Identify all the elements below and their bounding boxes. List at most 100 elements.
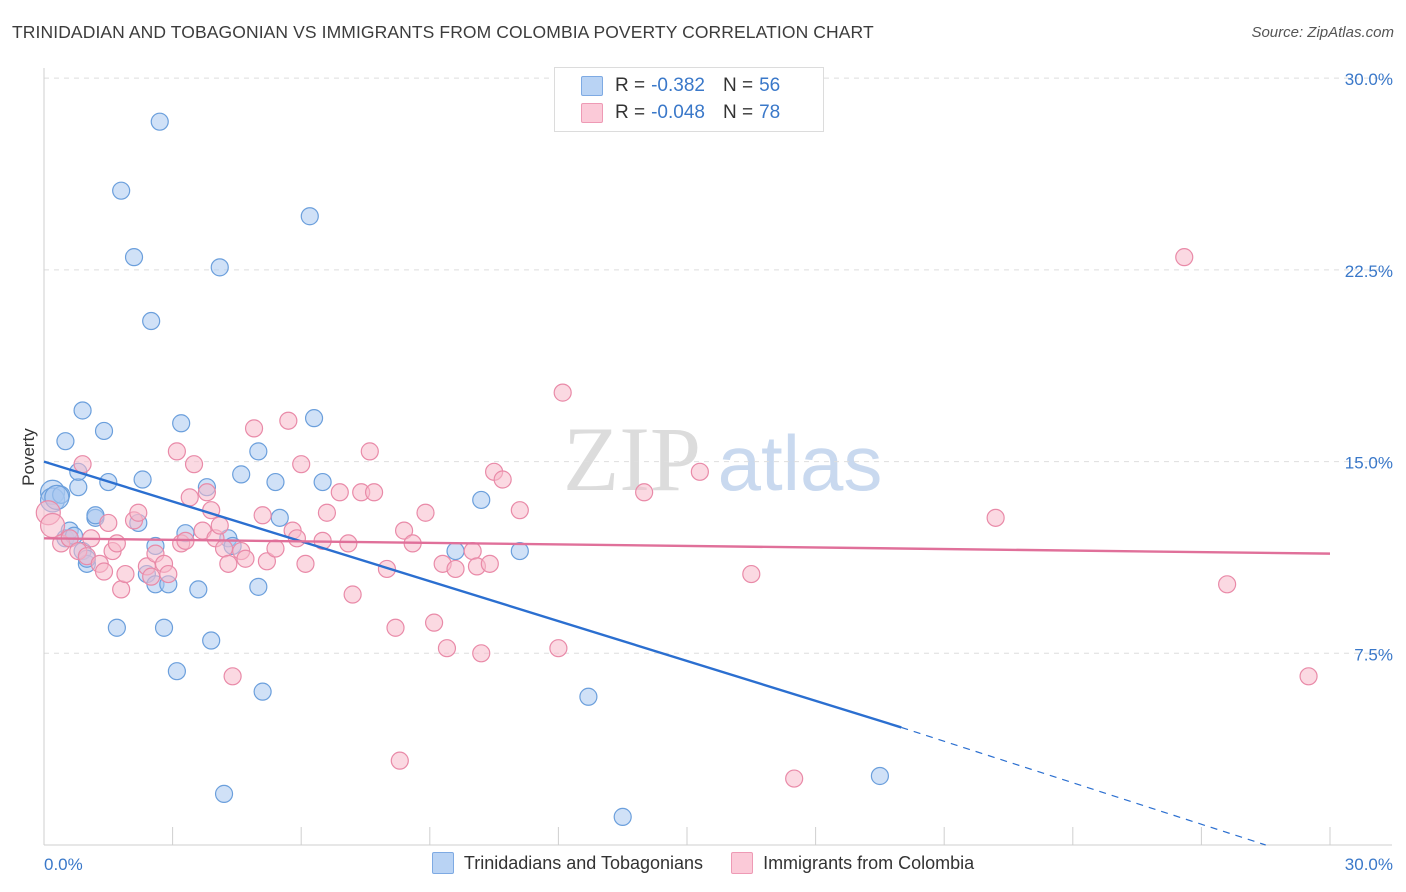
point-colombia bbox=[257, 552, 277, 571]
y-tick-label: 15.0% bbox=[1345, 454, 1393, 473]
point-trinidadians bbox=[56, 432, 75, 451]
point-trinidadians bbox=[210, 258, 229, 277]
point-colombia bbox=[266, 539, 285, 558]
legend-swatch-pink bbox=[581, 103, 603, 123]
x-tick-label: 0.0% bbox=[44, 855, 83, 874]
point-colombia bbox=[167, 442, 186, 461]
point-trinidadians bbox=[870, 766, 890, 786]
point-colombia bbox=[244, 419, 264, 438]
source-label: Source: ZipAtlas.com bbox=[1251, 24, 1394, 41]
point-colombia bbox=[94, 562, 114, 581]
point-colombia bbox=[553, 383, 572, 402]
point-trinidadians bbox=[313, 472, 332, 492]
trend-line-extension bbox=[901, 726, 1266, 846]
stats-row-trinidadians: R = -0.382 N = 56 bbox=[581, 74, 780, 98]
n-label: N = bbox=[722, 102, 754, 123]
point-colombia bbox=[184, 455, 204, 474]
point-colombia bbox=[279, 411, 298, 430]
legend-item-colombia[interactable]: Immigrants from Colombia bbox=[731, 852, 974, 874]
axis-labels: 7.5% 15.0% 22.5% 30.0% 0.0% 30.0% Poverty bbox=[19, 70, 1393, 874]
trend-line-trinidadians bbox=[43, 460, 902, 729]
point-colombia bbox=[493, 470, 512, 489]
point-trinidadians bbox=[613, 807, 632, 826]
y-tick-label: 30.0% bbox=[1345, 70, 1393, 89]
point-colombia bbox=[180, 488, 199, 507]
point-colombia bbox=[219, 554, 238, 573]
point-colombia bbox=[197, 483, 216, 502]
axes bbox=[43, 68, 1392, 846]
point-colombia bbox=[296, 554, 315, 573]
point-trinidadians bbox=[107, 618, 126, 637]
watermark-atlas: atlas bbox=[718, 419, 883, 507]
point-colombia bbox=[339, 534, 358, 553]
n-label: N = bbox=[722, 75, 754, 96]
y-tick-label: 22.5% bbox=[1345, 262, 1393, 281]
point-colombia bbox=[214, 539, 234, 558]
point-colombia bbox=[742, 564, 761, 584]
point-colombia bbox=[424, 613, 444, 632]
r-label: R = bbox=[615, 75, 646, 96]
r-value: -0.048 bbox=[651, 102, 705, 123]
point-colombia bbox=[690, 462, 709, 481]
point-colombia bbox=[292, 455, 311, 474]
x-tick-label: 30.0% bbox=[1345, 855, 1393, 874]
point-colombia bbox=[223, 667, 242, 686]
n-value: 78 bbox=[759, 102, 781, 123]
point-colombia bbox=[463, 541, 482, 561]
point-colombia bbox=[785, 769, 804, 788]
point-colombia bbox=[986, 508, 1005, 527]
point-colombia bbox=[39, 512, 66, 539]
legend-item-trinidadians[interactable]: Trinidadians and Tobagonians bbox=[431, 852, 703, 874]
legend-swatch-blue bbox=[581, 76, 603, 96]
point-colombia bbox=[386, 618, 405, 637]
point-trinidadians bbox=[69, 478, 88, 497]
point-colombia bbox=[635, 483, 654, 502]
point-colombia bbox=[437, 639, 457, 658]
point-trinidadians bbox=[124, 248, 144, 267]
point-colombia bbox=[129, 503, 148, 522]
point-colombia bbox=[112, 580, 131, 599]
point-colombia bbox=[343, 585, 362, 604]
point-trinidadians bbox=[112, 181, 131, 200]
point-colombia bbox=[330, 483, 349, 502]
point-colombia bbox=[1299, 667, 1318, 686]
series-legend: Trinidadians and Tobagonians Immigrants … bbox=[0, 852, 1406, 874]
point-trinidadians bbox=[202, 631, 221, 650]
point-colombia bbox=[394, 521, 414, 540]
point-trinidadians bbox=[232, 465, 251, 484]
point-trinidadians bbox=[446, 541, 465, 561]
trend-lines bbox=[43, 460, 1331, 846]
point-trinidadians bbox=[304, 409, 324, 428]
point-colombia bbox=[1218, 575, 1237, 594]
point-trinidadians bbox=[266, 472, 285, 492]
stats-legend: R = -0.382 N = 56 R = -0.048 N = 78 bbox=[554, 67, 824, 132]
point-trinidadians bbox=[142, 311, 161, 331]
point-colombia bbox=[116, 564, 135, 584]
y-tick-label: 7.5% bbox=[1354, 645, 1393, 664]
point-colombia bbox=[142, 567, 161, 586]
point-trinidadians bbox=[472, 490, 491, 510]
point-colombia bbox=[510, 501, 529, 520]
y-axis-label: Poverty bbox=[19, 428, 38, 486]
n-value: 56 bbox=[759, 75, 781, 96]
point-trinidadians bbox=[253, 682, 272, 701]
point-colombia bbox=[390, 751, 409, 770]
point-colombia bbox=[107, 534, 126, 553]
point-trinidadians bbox=[133, 470, 152, 489]
point-colombia bbox=[210, 516, 229, 535]
point-colombia bbox=[480, 554, 499, 573]
point-trinidadians bbox=[579, 687, 598, 706]
point-trinidadians bbox=[300, 207, 319, 226]
point-trinidadians bbox=[270, 508, 289, 527]
point-colombia bbox=[360, 442, 379, 461]
r-value: -0.382 bbox=[651, 75, 705, 96]
r-label: R = bbox=[615, 102, 646, 123]
chart-title: TRINIDADIAN AND TOBAGONIAN VS IMMIGRANTS… bbox=[12, 22, 874, 42]
stats-row-colombia: R = -0.048 N = 78 bbox=[581, 101, 780, 125]
point-trinidadians bbox=[167, 662, 186, 681]
point-colombia bbox=[317, 503, 337, 522]
point-trinidadians bbox=[73, 401, 92, 420]
point-colombia bbox=[472, 644, 491, 663]
point-colombia bbox=[364, 483, 384, 502]
